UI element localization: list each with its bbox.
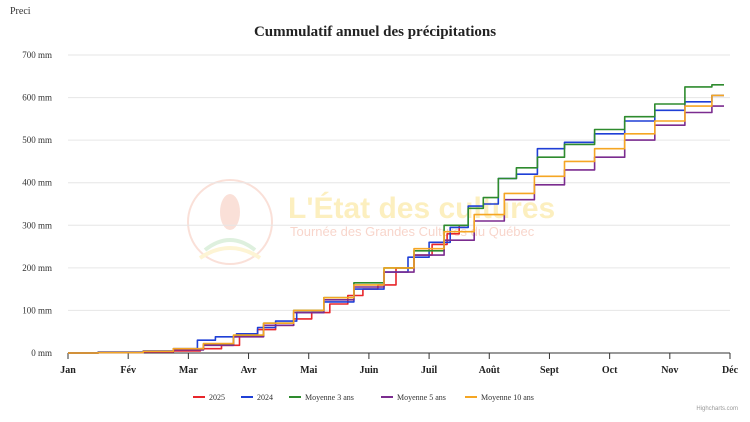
chart-title: Cummulatif annuel des précipitations	[253, 24, 497, 40]
legend-label: Moyenne 5 ans	[397, 393, 446, 402]
legend-item-0[interactable]: 2025	[193, 393, 225, 402]
x-tick-label: Juil	[421, 365, 437, 376]
x-tick-label: Déc	[722, 365, 739, 376]
x-tick-label: Fév	[120, 365, 136, 376]
series-line-4	[68, 94, 724, 354]
y-tick-label: 100 mm	[22, 305, 52, 315]
watermark-logo-icon	[187, 179, 273, 265]
credits: Highcharts.com	[696, 406, 738, 412]
watermark-title: L'État des cultures	[288, 191, 555, 225]
y-tick-label: 600 mm	[22, 93, 52, 103]
y-tick-label: 300 mm	[22, 220, 52, 230]
x-tick-label: Avr	[241, 365, 257, 376]
y-tick-label: 400 mm	[22, 178, 52, 188]
x-tick-label: Mai	[300, 365, 317, 376]
y-tick-label: 500 mm	[22, 135, 52, 145]
legend-label: 2025	[209, 393, 225, 402]
legend-label: 2024	[257, 393, 273, 402]
legend: 2025 2024 Moyenne 3 ans Moyenne 5 ans Moyenn…	[193, 393, 534, 402]
legend-label: Moyenne 10 ans	[481, 393, 534, 402]
grid	[68, 54, 730, 311]
x-tick-label: Nov	[661, 365, 678, 376]
x-tick-label: Sept	[540, 365, 560, 376]
x-tick-label: Jan	[60, 365, 76, 376]
y-tick-label: 0 mm	[31, 348, 52, 358]
watermark-subtitle: Tournée des Grandes Cultures du Québec	[290, 224, 535, 239]
watermark: L'État des cultures Tournée des Grandes …	[187, 179, 555, 265]
x-tick-label: Août	[479, 365, 501, 376]
y-tick-label: 200 mm	[22, 263, 52, 273]
legend-item-1[interactable]: 2024	[241, 393, 273, 402]
x-tick-label: Mar	[179, 365, 198, 376]
legend-label: Moyenne 3 ans	[305, 393, 354, 402]
corner-label: Preci	[10, 6, 31, 17]
legend-item-2[interactable]: Moyenne 3 ans	[289, 393, 354, 402]
axes: 0 mm 100 mm 200 mm 300 mm 400 mm 500 mm 600 mm…	[22, 50, 738, 376]
x-tick-label: Juin	[359, 365, 378, 376]
series-lines	[68, 84, 724, 354]
legend-item-3[interactable]: Moyenne 5 ans	[381, 393, 446, 402]
legend-item-4[interactable]: Moyenne 10 ans	[465, 393, 534, 402]
y-tick-label: 700 mm	[22, 50, 52, 60]
x-tick-label: Oct	[602, 365, 618, 376]
